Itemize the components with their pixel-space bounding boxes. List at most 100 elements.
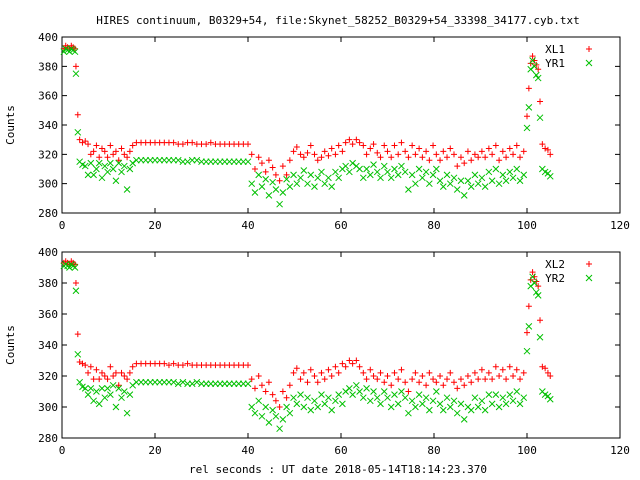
data-point: [457, 400, 465, 408]
data-point: [262, 403, 270, 411]
data-point: [488, 400, 496, 408]
data-point: [523, 124, 531, 132]
data-point: [258, 183, 266, 190]
data-point: [478, 366, 485, 373]
x-tick-label: 40: [241, 219, 254, 232]
data-point: [328, 183, 336, 190]
x-tick-label: 20: [148, 219, 161, 232]
data-point: [433, 151, 440, 158]
data-point: [374, 376, 381, 383]
data-point: [283, 175, 290, 183]
data-point: [412, 180, 419, 188]
data-point: [258, 412, 266, 420]
data-point: [529, 57, 536, 64]
data-point: [248, 151, 255, 158]
data-point: [534, 292, 542, 299]
data-point: [245, 362, 251, 369]
data-point: [387, 174, 395, 182]
data-point: [118, 168, 125, 176]
data-point: [409, 376, 416, 383]
data-point: [126, 369, 133, 376]
data-point: [81, 385, 89, 392]
data-point: [467, 183, 475, 190]
data-point: [300, 403, 308, 411]
data-point: [76, 378, 84, 386]
data-point: [346, 357, 353, 364]
data-point: [203, 141, 210, 148]
data-point: [349, 391, 356, 398]
data-point: [461, 382, 468, 389]
series-yr2: [60, 261, 554, 433]
data-point: [81, 162, 89, 170]
data-point: [412, 369, 419, 376]
data-point: [328, 406, 336, 414]
data-point: [436, 177, 444, 185]
data-point: [71, 48, 79, 56]
data-point: [437, 373, 444, 379]
data-point: [510, 151, 517, 158]
data-point: [395, 151, 402, 158]
data-point: [457, 177, 465, 185]
data-point: [262, 388, 269, 395]
data-point: [297, 376, 304, 383]
data-point: [468, 379, 475, 386]
data-point: [419, 400, 426, 408]
data-point: [402, 148, 409, 155]
data-point: [124, 376, 131, 383]
data-point: [503, 154, 510, 161]
data-point: [444, 376, 451, 383]
data-point: [304, 379, 311, 386]
data-point: [464, 373, 471, 379]
data-point: [499, 171, 507, 179]
data-point: [74, 350, 82, 358]
data-point: [436, 400, 444, 408]
data-point: [258, 160, 265, 167]
y-tick-label: 380: [38, 60, 58, 73]
data-point: [72, 63, 79, 70]
data-point: [496, 157, 503, 164]
data-point: [85, 141, 92, 148]
data-point: [286, 382, 293, 389]
data-point: [161, 360, 168, 367]
data-point: [415, 165, 423, 173]
x-tick-label: 120: [610, 219, 630, 232]
data-point: [107, 391, 114, 398]
data-point: [87, 159, 95, 167]
data-point: [255, 154, 262, 161]
data-point: [384, 373, 391, 379]
data-point: [492, 165, 500, 173]
data-point: [269, 391, 276, 398]
data-point: [475, 154, 482, 161]
data-point: [255, 373, 262, 379]
data-point: [363, 376, 370, 383]
data-point: [429, 397, 437, 405]
data-point: [391, 165, 398, 173]
data-point: [174, 156, 182, 164]
data-point: [460, 416, 468, 423]
data-point: [531, 279, 538, 287]
data-point: [513, 388, 521, 395]
data-point: [516, 400, 524, 408]
data-point: [193, 378, 201, 386]
data-point: [419, 174, 426, 182]
data-point: [432, 165, 440, 173]
data-point: [402, 379, 409, 386]
data-point: [339, 148, 346, 155]
y-tick-label: 300: [38, 401, 58, 414]
data-point: [388, 382, 395, 389]
data-point: [377, 174, 384, 182]
data-point: [525, 323, 533, 330]
data-point: [293, 365, 300, 372]
data-point: [95, 400, 103, 408]
data-point: [405, 409, 412, 417]
data-point: [96, 376, 103, 383]
data-point: [328, 145, 335, 152]
data-point: [189, 139, 196, 146]
data-point: [126, 391, 134, 398]
data-point: [107, 363, 114, 370]
data-point: [517, 154, 524, 161]
data-point: [335, 391, 343, 398]
data-point: [307, 366, 314, 373]
data-point: [367, 366, 374, 373]
data-point: [532, 71, 540, 79]
